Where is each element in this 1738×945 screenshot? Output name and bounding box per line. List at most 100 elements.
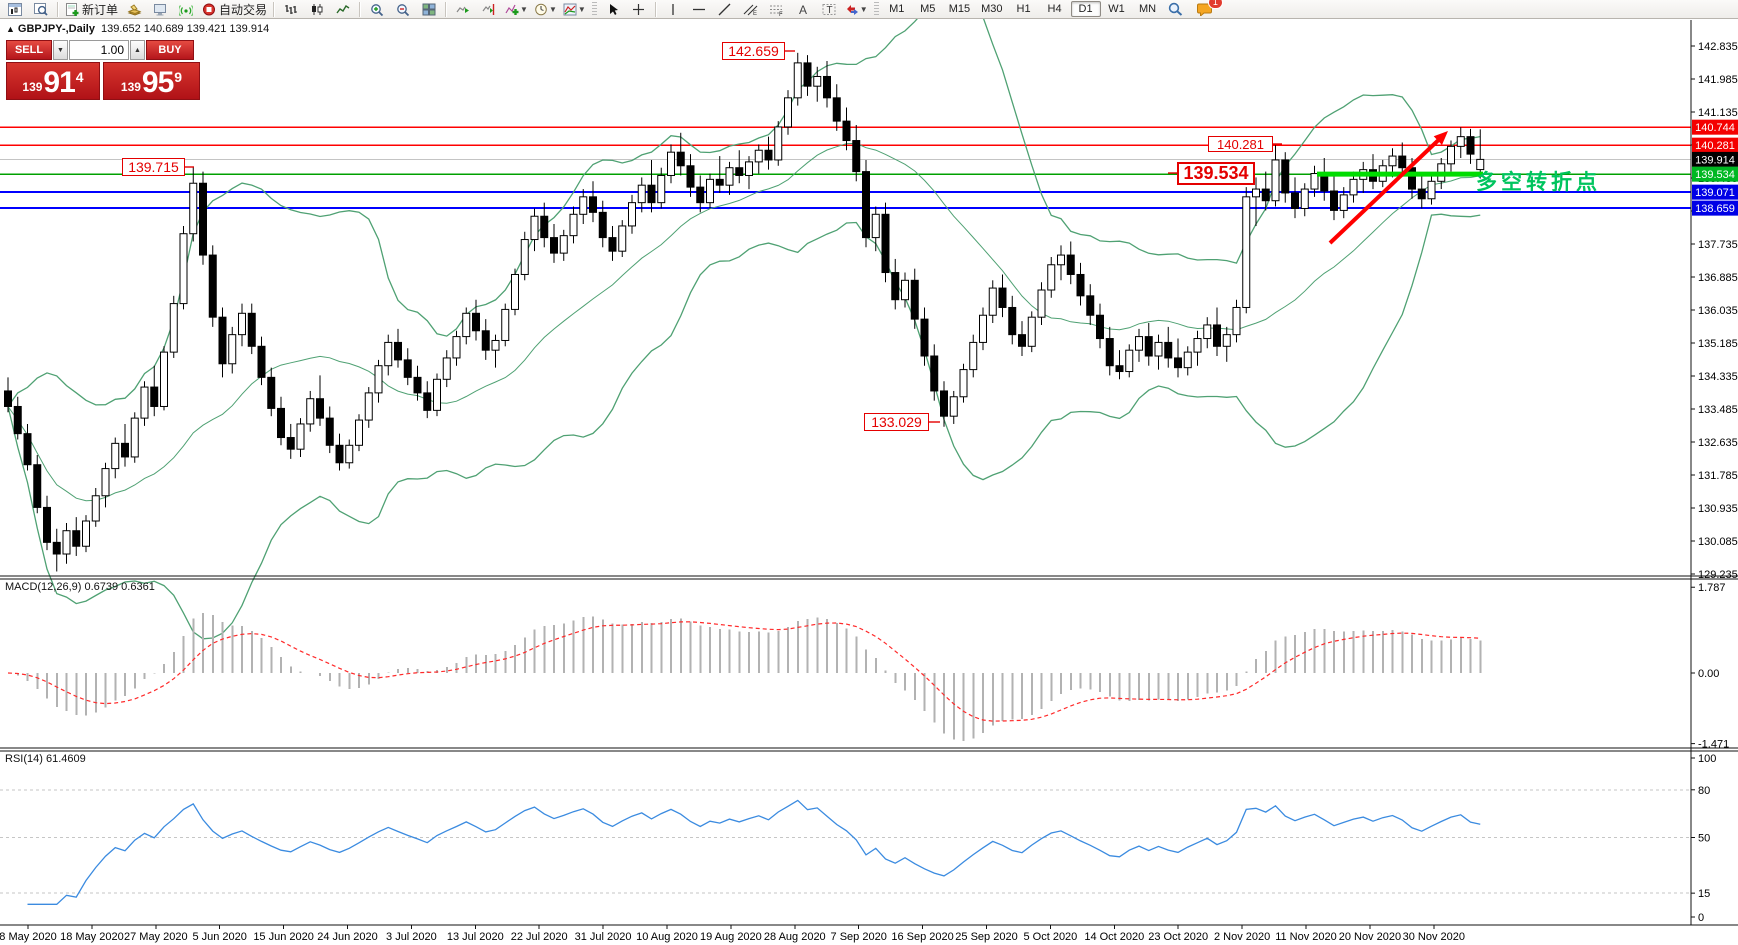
price-annotation[interactable]: 133.029: [864, 413, 929, 431]
new-order-button[interactable]: 新订单: [62, 0, 121, 19]
lot-decrease-button[interactable]: ▼: [53, 40, 68, 60]
sell-price-panel[interactable]: 139 91 4: [6, 62, 100, 100]
candle-body: [696, 186, 705, 204]
cursor-button[interactable]: [600, 0, 626, 19]
candle-body: [608, 237, 617, 252]
timeframe-button-H4[interactable]: H4: [1047, 3, 1062, 15]
candle-body: [1164, 341, 1173, 359]
date-label: 3 Jul 2020: [386, 931, 437, 943]
price-annotation[interactable]: 139.534: [1177, 162, 1255, 185]
collapse-arrow-icon[interactable]: ▲: [6, 24, 15, 34]
text-label-button[interactable]: T: [816, 0, 842, 19]
chart-shift-button[interactable]: [476, 0, 502, 19]
line-chart-type-button[interactable]: [330, 0, 356, 19]
lot-size-input[interactable]: 1.00: [69, 40, 129, 60]
data-window-icon[interactable]: [147, 0, 173, 19]
candle-body: [335, 444, 344, 464]
periods-button[interactable]: ▼: [531, 0, 560, 19]
candle-body: [1066, 254, 1075, 275]
timeframe-button-M1[interactable]: M1: [889, 3, 905, 15]
timeframe-button-MN[interactable]: MN: [1138, 3, 1157, 15]
sell-price-prefix: 139: [22, 80, 43, 94]
dropdown-arrow-icon: ▼: [520, 4, 528, 14]
candle-body: [784, 97, 792, 128]
timeframe-button-M30[interactable]: M30: [981, 3, 1003, 15]
candle-body: [1261, 188, 1270, 202]
candle-body: [140, 386, 149, 419]
chinese-note-text[interactable]: 多空转折点: [1476, 171, 1601, 194]
price-tick-label: 132.635: [1698, 437, 1738, 449]
text-button[interactable]: A: [790, 0, 816, 19]
candle-body: [403, 359, 412, 378]
timeframe-button-W1[interactable]: W1: [1108, 3, 1125, 15]
arrows-button[interactable]: ▼: [842, 0, 871, 19]
signal-icon[interactable]: [173, 0, 199, 19]
timeframe-button-H1[interactable]: H1: [1016, 3, 1031, 15]
trendline-button[interactable]: [712, 0, 738, 19]
sell-button[interactable]: SELL: [6, 40, 52, 60]
zoom-out-button[interactable]: [390, 0, 416, 19]
symbol-period-label: GBPJPY-,Daily: [17, 23, 95, 35]
auto-scroll-button[interactable]: [450, 0, 476, 19]
price-annotation[interactable]: 139.715: [122, 158, 185, 176]
candle-body: [62, 530, 71, 555]
candle-body: [1222, 334, 1231, 347]
price-badge-label: 140.281: [1695, 140, 1735, 152]
candle-body: [442, 357, 451, 380]
price-badge: [1692, 200, 1738, 216]
crosshair-button[interactable]: [626, 0, 652, 19]
notifications-icon[interactable]: 1: [1192, 0, 1223, 18]
indicators-button[interactable]: ▼: [502, 0, 531, 19]
bar-chart-type-button[interactable]: [278, 0, 304, 19]
timeframe-button-D1[interactable]: D1: [1070, 1, 1101, 17]
channel-button[interactable]: E: [738, 0, 764, 19]
timeframe-button-M15[interactable]: M15: [948, 3, 971, 15]
templates-button[interactable]: ▼: [560, 0, 589, 19]
candle-body: [1281, 159, 1290, 194]
candle-body: [1193, 338, 1202, 353]
candle-body: [1300, 188, 1309, 209]
buy-price-panel[interactable]: 139 95 9: [103, 62, 200, 100]
candle-body: [1076, 273, 1085, 297]
candle-body: [1203, 324, 1212, 340]
date-label: 19 Aug 2020: [700, 931, 762, 943]
lot-increase-button[interactable]: ▲: [130, 40, 145, 60]
candle-body: [1408, 167, 1416, 190]
autotrading-button[interactable]: 自动交易: [199, 0, 270, 19]
candle-body: [33, 464, 42, 508]
toolbar-grip[interactable]: [591, 1, 597, 17]
candle-chart-type-button[interactable]: [304, 0, 330, 19]
timeframe-button-M5[interactable]: M5: [920, 3, 936, 15]
rsi-axis-label: 15: [1698, 888, 1710, 900]
candle-body: [1213, 324, 1221, 347]
candle-body: [754, 149, 763, 163]
candle-body: [735, 167, 744, 176]
tile-windows-button[interactable]: [416, 0, 442, 19]
candle-body: [257, 345, 266, 378]
zoom-in-button[interactable]: [364, 0, 390, 19]
search-icon[interactable]: [1163, 0, 1189, 18]
candle-body: [901, 279, 909, 301]
profiles-button[interactable]: [28, 0, 54, 19]
horizontal-line-button[interactable]: [686, 0, 712, 19]
candle-body: [501, 308, 510, 341]
buy-button[interactable]: BUY: [146, 40, 194, 60]
new-chart-button[interactable]: [2, 0, 28, 19]
fibonacci-button[interactable]: F: [764, 0, 790, 19]
bollinger-band: [7, 0, 1481, 407]
candle-body: [325, 417, 334, 446]
sell-price-pip: 4: [75, 69, 84, 85]
candle-body: [589, 196, 597, 213]
vertical-line-button[interactable]: [660, 0, 686, 19]
candle-body: [296, 423, 305, 450]
date-label: 5 Oct 2020: [1023, 931, 1077, 943]
candle-body: [1144, 336, 1153, 357]
candle-body: [676, 151, 685, 167]
price-annotation[interactable]: 140.281: [1208, 136, 1273, 152]
candle-body: [23, 433, 32, 466]
toolbar-separator: [654, 1, 657, 17]
market-watch-icon[interactable]: [121, 0, 147, 19]
toolbar-grip[interactable]: [873, 1, 879, 17]
price-annotation[interactable]: 142.659: [722, 42, 785, 60]
